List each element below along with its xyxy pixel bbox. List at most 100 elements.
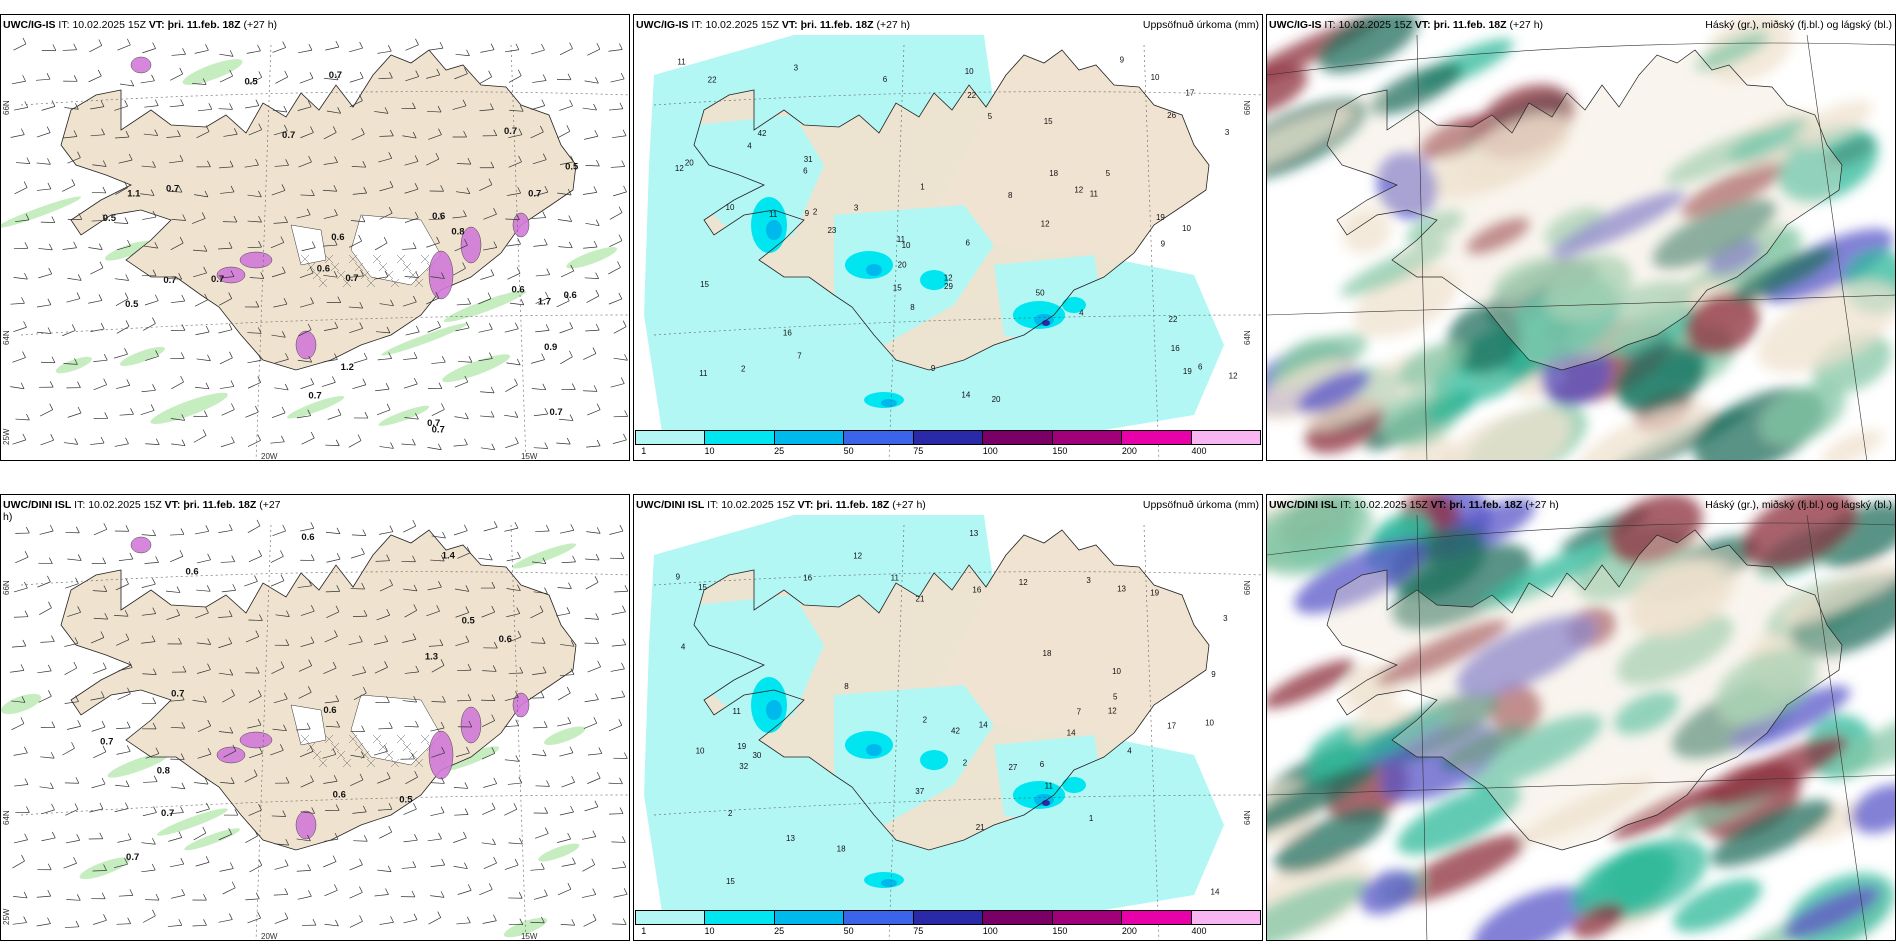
colorbar-tick-label: 25 [774, 446, 785, 456]
value-label: 11 [1045, 782, 1054, 791]
colorbar-cell [636, 911, 706, 924]
lat-label: 64N [1243, 810, 1252, 825]
value-labels: 2249101712131115141118101014271918337421… [676, 529, 1228, 897]
value-label: 0.8 [157, 765, 170, 776]
value-label: 11 [897, 235, 906, 244]
value-label: 19 [737, 742, 746, 751]
value-label: 0.7 [211, 274, 224, 285]
value-label: 0.7 [345, 273, 358, 284]
cloud-fields [1267, 495, 1895, 940]
value-label: 3 [854, 203, 859, 212]
panel-title: UWC/DINI ISL IT: 10.02.2025 15Z VT: þri.… [1269, 499, 1559, 511]
value-label: 19 [1150, 588, 1159, 597]
panel-title: UWC/IG-IS IT: 10.02.2025 15Z VT: þri. 11… [636, 19, 911, 31]
value-label: 3 [1086, 576, 1091, 585]
value-label: 6 [883, 75, 888, 84]
value-label: 9 [1211, 670, 1216, 679]
graticule [1267, 514, 1895, 940]
value-label: 10 [1112, 667, 1121, 676]
value-label: 2 [923, 715, 928, 724]
colorbar-tick-label: 10 [704, 446, 715, 456]
colorbar-tick-label: 200 [1121, 446, 1137, 456]
value-label: 8 [910, 303, 915, 312]
value-label: 0.7 [549, 407, 562, 418]
value-label: 0.6 [499, 634, 512, 645]
colorbar-tick-label: 50 [843, 446, 854, 456]
value-label: 13 [1117, 585, 1126, 594]
value-label: 42 [951, 726, 960, 735]
value-label: 4 [681, 642, 686, 651]
value-label: 12 [1108, 707, 1117, 716]
value-label: 20 [685, 158, 694, 167]
lon-label: 20W [261, 452, 278, 461]
colorbar-cell [1052, 431, 1123, 444]
value-label: 21 [916, 594, 925, 603]
value-label: 22 [708, 76, 717, 85]
value-label: 37 [915, 787, 924, 796]
value-label: 22 [1169, 315, 1178, 324]
value-label: 9 [805, 209, 810, 218]
value-label: 50 [1036, 289, 1045, 298]
value-label: 0.7 [161, 808, 174, 819]
axis-labels: 66N 64N 25W 20W 15W [2, 100, 538, 461]
value-label: 0.7 [282, 130, 295, 141]
value-label: 15 [698, 583, 707, 592]
value-label: 0.6 [432, 211, 445, 222]
colorbar-cell [1052, 911, 1123, 924]
colorbar-tick-label: 100 [982, 446, 998, 456]
colorbar-tick-label: 400 [1191, 926, 1207, 936]
value-label: 2 [728, 809, 733, 818]
value-label: 12 [1229, 371, 1238, 380]
colorbar-cell [844, 431, 914, 444]
value-label: 0.9 [544, 342, 557, 353]
value-label: 0.6 [323, 705, 336, 716]
value-label: 0.5 [103, 213, 117, 224]
value-label: 10 [726, 203, 735, 212]
value-label: 20 [898, 261, 907, 270]
value-label: 0.6 [511, 285, 524, 296]
value-labels: 0.7 1.4 0.6 0.5 0.6 0.7 0.8 0.7 0.6 1.3 0.7 0.6 0.5 0… [100, 532, 512, 863]
colorbar-cell [705, 431, 775, 444]
colorbar-tick-label: 150 [1052, 446, 1068, 456]
value-label: 12 [1074, 185, 1083, 194]
value-label: 21 [976, 823, 985, 832]
value-label: 3 [1223, 614, 1228, 623]
value-label: 2 [813, 208, 818, 217]
value-label: 1 [1089, 814, 1094, 823]
value-label: 0.5 [125, 299, 139, 310]
colorbar-cell [844, 911, 914, 924]
precip-fields [694, 115, 1104, 408]
colorbar-tick-label: 400 [1191, 446, 1207, 456]
precip-colorbar: 1 10 25 50 75 100 150 200 400 [635, 430, 1261, 458]
panel-bottom-left: UWC/DINI ISL IT: 10.02.2025 15Z VT: þri.… [0, 494, 630, 941]
value-labels: 2684106591091117151211910161012320152223… [675, 56, 1238, 405]
value-label: 31 [804, 155, 813, 164]
value-label: 0.7 [171, 689, 184, 700]
value-label: 0.7 [166, 183, 179, 194]
value-label: 0.7 [432, 425, 445, 436]
colorbar-cells [635, 910, 1261, 925]
colorbar-cell [636, 431, 706, 444]
value-label: 3 [794, 64, 799, 73]
panel-title: UWC/DINI ISL IT: 10.02.2025 15Z VT: þri.… [636, 499, 926, 511]
value-label: 12 [675, 164, 684, 173]
value-label: 16 [972, 585, 981, 594]
value-label: 0.6 [333, 789, 346, 800]
colorbar-tick-label: 50 [843, 926, 854, 936]
value-label: 2 [963, 759, 968, 768]
value-label: 11 [677, 58, 686, 67]
colorbar-tick-label: 1 [641, 926, 647, 936]
lat-label: 64N [2, 810, 11, 825]
value-label: 17 [1167, 722, 1176, 731]
wind-barbs [10, 519, 629, 928]
value-label: 27 [1008, 763, 1017, 772]
value-label: 7 [1077, 707, 1082, 716]
colorbar-cell [705, 911, 775, 924]
value-label: 15 [700, 280, 709, 289]
panel-top-middle: UWC/IG-IS IT: 10.02.2025 15Z VT: þri. 11… [633, 14, 1263, 461]
value-label: 5 [1106, 169, 1111, 178]
value-label: 1.2 [341, 362, 354, 373]
map-clouds [1267, 495, 1895, 940]
colorbar-tick-label: 10 [704, 926, 715, 936]
